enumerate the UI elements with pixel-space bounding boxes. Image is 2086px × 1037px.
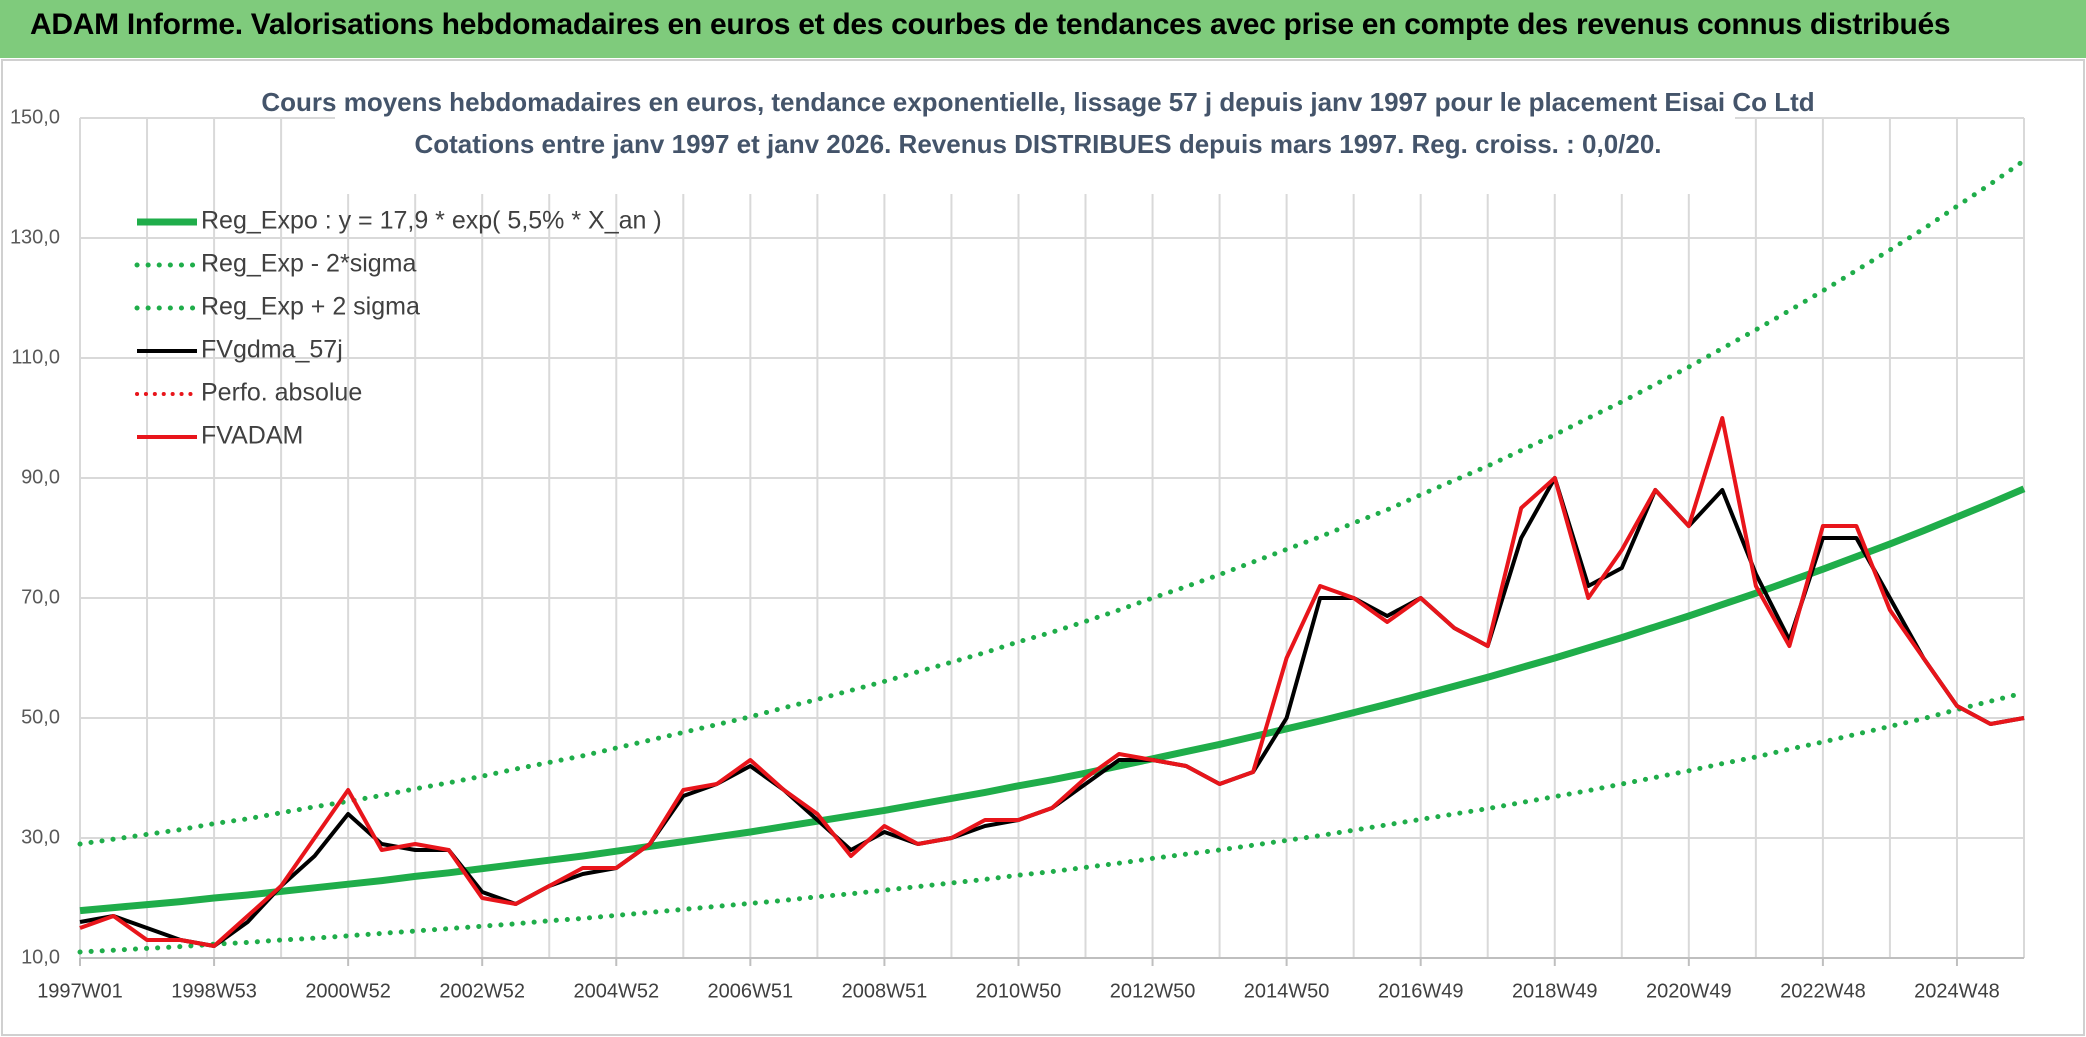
x-tick-label: 2004W52 bbox=[573, 980, 659, 1002]
ticks: 10,0 30,0 50,0 70,0 90,0 110,0 130,0 150,0 1997W… bbox=[10, 106, 2000, 1002]
series-line bbox=[77, 158, 2027, 847]
x-tick-label: 2024W48 bbox=[1914, 980, 2000, 1002]
y-tick-label: 30,0 bbox=[21, 826, 60, 848]
y-tick-label: 90,0 bbox=[21, 466, 60, 488]
x-tick-label: 2018W49 bbox=[1512, 980, 1598, 1002]
legend-label: Reg_Exp - 2*sigma bbox=[201, 250, 416, 278]
plot-lines bbox=[77, 158, 2027, 955]
x-tick-label: 2012W50 bbox=[1110, 980, 1196, 1002]
legend-label: Perfo. absolue bbox=[201, 379, 362, 407]
y-tick-label: 130,0 bbox=[10, 226, 60, 248]
chart-subtitle: Cotations entre janv 1997 et janv 2026. … bbox=[414, 129, 1661, 159]
header-title: ADAM Informe. Valorisations hebdomadaire… bbox=[30, 8, 1951, 41]
x-tick-label: 2020W49 bbox=[1646, 980, 1732, 1002]
x-tick-label: 1998W53 bbox=[171, 980, 257, 1002]
chart-title: Cours moyens hebdomadaires en euros, ten… bbox=[261, 87, 1814, 117]
legend-label: FVADAM bbox=[201, 422, 303, 450]
x-tick-label: 2010W50 bbox=[976, 980, 1062, 1002]
legend: Reg_Expo : y = 17,9 * exp( 5,5% * X_an )… bbox=[134, 207, 662, 450]
x-tick-label: 2022W48 bbox=[1780, 980, 1866, 1002]
series-line bbox=[79, 416, 2025, 948]
legend-label: FVgdma_57j bbox=[201, 336, 343, 364]
chart: 10,0 30,0 50,0 70,0 90,0 110,0 130,0 150,0 1997W… bbox=[1, 59, 2085, 1036]
series-line bbox=[79, 485, 2026, 915]
y-tick-label: 10,0 bbox=[21, 946, 60, 968]
x-tick-label: 2006W51 bbox=[708, 980, 794, 1002]
title-background bbox=[335, 84, 1735, 194]
series-line bbox=[77, 690, 2027, 955]
x-tick-label: 2008W51 bbox=[842, 980, 928, 1002]
y-tick-label: 50,0 bbox=[21, 706, 60, 728]
header: ADAM Informe. Valorisations hebdomadaire… bbox=[0, 0, 2086, 58]
y-tick-label: 150,0 bbox=[10, 106, 60, 128]
y-tick-label: 110,0 bbox=[11, 346, 60, 368]
x-tick-label: 2014W50 bbox=[1244, 980, 1330, 1002]
x-tick-label: 2016W49 bbox=[1378, 980, 1464, 1002]
x-tick-label: 2002W52 bbox=[439, 980, 525, 1002]
legend-label: Reg_Expo : y = 17,9 * exp( 5,5% * X_an ) bbox=[201, 207, 662, 235]
legend-label: Reg_Exp + 2 sigma bbox=[201, 293, 420, 321]
x-tick-label: 2000W52 bbox=[305, 980, 391, 1002]
y-tick-label: 70,0 bbox=[21, 586, 60, 608]
x-tick-label: 1997W01 bbox=[37, 980, 123, 1002]
